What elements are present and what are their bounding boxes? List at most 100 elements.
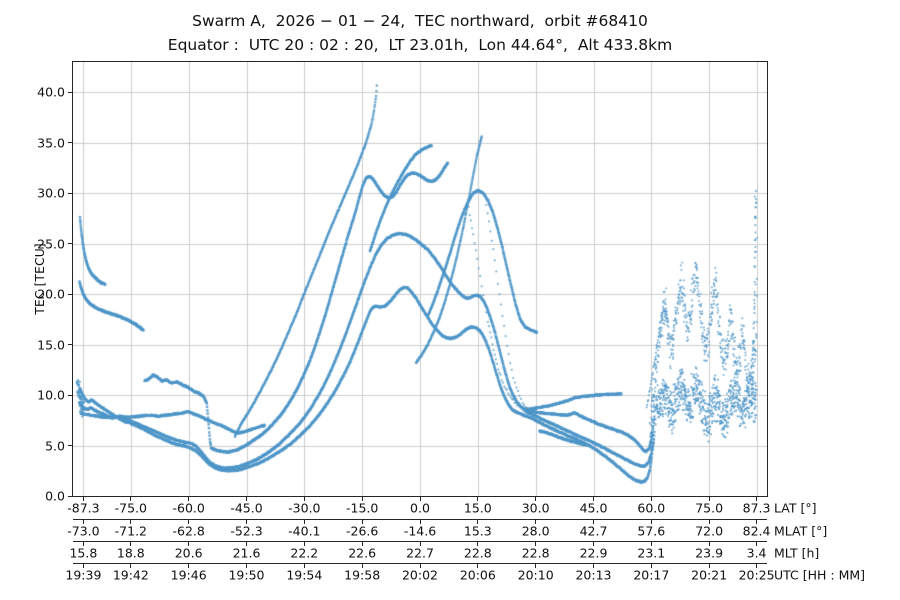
x-tick-label: 22.9: [579, 545, 608, 560]
y-tick-mark: [68, 495, 72, 497]
axis-row-line: [73, 563, 767, 564]
x-tick-mark: [419, 520, 421, 524]
x-tick-label: 75.0: [695, 500, 724, 516]
x-tick-label: 87.3: [742, 500, 771, 516]
x-tick-mark: [593, 520, 594, 524]
x-tick-label: -45.0: [230, 500, 263, 516]
x-tick-label: 20:02: [401, 567, 439, 582]
x-tick-label: -15.0: [345, 500, 379, 516]
x-tick-label: 18.8: [116, 545, 145, 560]
x-tick-mark: [82, 542, 84, 546]
x-tick-mark: [650, 542, 652, 546]
x-tick-label: 22.6: [348, 545, 377, 560]
x-tick-label: -30.0: [288, 500, 321, 516]
x-tick-label: 21.6: [232, 545, 261, 560]
x-tick-mark: [535, 542, 537, 546]
x-tick-label: 57.6: [637, 523, 666, 538]
y-tick-label: 10.0: [37, 387, 65, 403]
x-tick-label: 20.6: [174, 545, 203, 560]
x-tick-mark: [535, 520, 537, 524]
x-tick-label: -87.3: [67, 500, 100, 516]
y-tick-mark: [68, 293, 72, 295]
x-tick-label: -73.0: [67, 523, 100, 538]
x-tick-label: 15.0: [463, 500, 492, 516]
x-tick-mark: [756, 520, 758, 524]
x-tick-label: 19:42: [112, 567, 149, 582]
x-tick-label: -60.0: [172, 500, 205, 516]
x-tick-mark: [708, 564, 710, 568]
x-tick-mark: [535, 564, 537, 568]
x-tick-label: 19:58: [344, 567, 381, 582]
x-tick-mark: [708, 520, 710, 524]
x-tick-mark: [246, 497, 247, 501]
x-tick-mark: [756, 497, 758, 501]
x-tick-label: 20:13: [575, 567, 612, 582]
x-tick-label: 20:06: [459, 567, 496, 582]
x-tick-label: -71.2: [114, 523, 147, 538]
x-tick-mark: [650, 564, 652, 568]
x-tick-label: 22.8: [521, 545, 550, 560]
x-tick-label: 28.0: [521, 523, 550, 538]
x-tick-label: 45.0: [579, 500, 608, 516]
x-tick-mark: [188, 564, 190, 568]
x-tick-label: 0.0: [410, 500, 430, 516]
axis-row-label: LAT [°]: [774, 500, 817, 516]
x-tick-label: 15.3: [463, 523, 492, 538]
x-tick-mark: [593, 564, 594, 568]
x-tick-label: 20:25: [738, 567, 775, 582]
x-tick-label: 15.8: [69, 545, 98, 560]
x-tick-mark: [303, 497, 305, 501]
x-tick-mark: [756, 564, 758, 568]
axis-row-label: UTC [HH : MM]: [774, 567, 866, 582]
x-tick-label: 42.7: [579, 523, 608, 538]
x-tick-mark: [130, 520, 132, 524]
x-tick-mark: [650, 497, 652, 501]
x-tick-label: 82.4: [742, 523, 771, 538]
x-tick-mark: [477, 564, 479, 568]
y-tick-mark: [68, 394, 72, 396]
x-tick-label: 23.9: [695, 545, 724, 560]
x-tick-label: 20:17: [633, 567, 670, 582]
x-tick-label: -62.8: [172, 523, 205, 538]
x-tick-label: 19:46: [170, 567, 207, 582]
x-tick-label: 22.7: [406, 545, 434, 560]
x-tick-mark: [477, 497, 479, 501]
y-tick-label: 35.0: [37, 135, 65, 151]
x-tick-label: -40.1: [288, 523, 321, 538]
y-tick-label: 15.0: [37, 337, 65, 353]
x-tick-mark: [82, 497, 84, 501]
x-tick-mark: [188, 520, 190, 524]
figure-title: Swarm A, 2026 − 01 − 24, TEC northward, …: [192, 12, 648, 30]
x-tick-label: 30.0: [521, 500, 550, 516]
axis-row-line: [73, 541, 767, 542]
x-tick-mark: [130, 497, 132, 501]
axis-row-line: [73, 519, 767, 520]
x-tick-mark: [361, 520, 363, 524]
x-tick-mark: [419, 564, 421, 568]
y-tick-label: 25.0: [37, 236, 65, 252]
x-tick-mark: [708, 542, 710, 546]
x-tick-mark: [188, 542, 190, 546]
x-tick-label: -52.3: [230, 523, 263, 538]
axis-row-label: MLT [h]: [774, 545, 820, 560]
x-tick-mark: [246, 520, 247, 524]
x-tick-label: 19:39: [65, 567, 102, 582]
x-tick-mark: [756, 542, 758, 546]
x-tick-mark: [477, 520, 479, 524]
x-tick-mark: [419, 542, 421, 546]
x-tick-mark: [593, 497, 594, 501]
x-tick-mark: [361, 542, 363, 546]
y-tick-mark: [68, 344, 72, 346]
x-tick-label: 72.0: [695, 523, 724, 538]
x-tick-label: -26.6: [345, 523, 379, 538]
x-tick-mark: [650, 520, 652, 524]
x-tick-mark: [130, 564, 132, 568]
y-tick-mark: [68, 445, 72, 447]
x-tick-label: 20:10: [517, 567, 554, 582]
y-tick-mark: [68, 192, 72, 194]
plot-area: [72, 61, 768, 497]
x-tick-label: 19:54: [286, 567, 323, 582]
x-tick-mark: [82, 520, 84, 524]
y-tick-label: 20.0: [37, 286, 65, 302]
x-tick-mark: [593, 542, 594, 546]
